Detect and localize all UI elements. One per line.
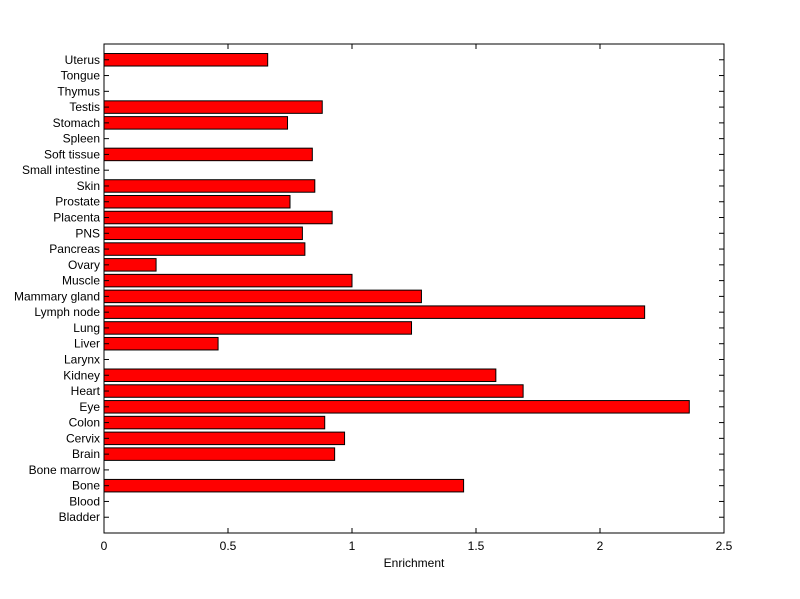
bar-soft-tissue [103,147,313,162]
y-tick-label: Muscle [62,274,100,288]
y-tick-label: Lymph node [34,305,100,319]
bar-cervix [103,431,346,446]
bar-skin [103,179,316,193]
bar-bone [103,478,465,493]
y-tick-label: Lung [73,321,100,335]
x-tick-label: 2.5 [716,539,733,553]
x-axis-label: Enrichment [384,556,445,570]
y-tick-label: Skin [77,179,100,193]
y-tick-label: Bone marrow [29,463,101,477]
x-tick-label: 1 [349,539,356,553]
y-tick-label: Cervix [66,431,100,445]
bar-pns [103,226,303,241]
y-tick-label: Pancreas [49,242,100,256]
bar-placenta [103,210,333,225]
bar-testis [103,100,323,114]
bar-ovary [103,258,157,272]
y-tick-label: Mammary gland [14,289,100,303]
y-tick-label: Stomach [53,116,100,130]
y-tick-label: Small intestine [22,163,100,177]
bar-colon [103,415,326,430]
bar-kidney [103,368,497,383]
bar-eye [103,400,690,414]
x-tick-label: 2 [597,539,604,553]
y-tick-label: Tongue [61,69,101,83]
y-tick-label: Placenta [53,211,100,225]
y-tick-label: Uterus [65,53,100,67]
y-tick-label: Soft tissue [44,147,100,161]
y-tick-label: Kidney [63,368,100,382]
bar-pancreas [103,242,306,256]
bar-stomach [103,116,289,130]
y-tick-label: Ovary [68,258,100,272]
bar-brain [103,447,336,461]
bar-lymph-node [103,305,646,319]
y-tick-label: Blood [69,494,100,508]
bar-lung [103,321,413,335]
y-tick-label: Testis [69,100,100,114]
bar-mammary-gland [103,289,422,304]
bar-prostate [103,194,291,209]
bar-heart [103,384,524,398]
y-tick-label: Larynx [64,352,100,366]
y-tick-label: Colon [69,416,100,430]
y-tick-label: Bladder [59,510,100,524]
y-tick-label: Bone [72,479,100,493]
y-tick-label: Brain [72,447,100,461]
y-tick-label: Eye [79,400,100,414]
x-tick-label: 0 [101,539,108,553]
bar-muscle [103,273,353,288]
y-tick-label: Spleen [63,132,100,146]
plot-frame [103,43,725,534]
y-tick-label: Heart [71,384,101,398]
y-tick-label: Prostate [55,195,100,209]
bar-liver [103,336,219,351]
x-tick-label: 1.5 [468,539,485,553]
y-tick-label: Liver [74,337,100,351]
bar-uterus [103,53,269,67]
y-tick-label: PNS [75,226,100,240]
x-tick-label: 0.5 [220,539,237,553]
bars-group [103,53,690,493]
y-tick-label: Thymus [57,84,100,98]
